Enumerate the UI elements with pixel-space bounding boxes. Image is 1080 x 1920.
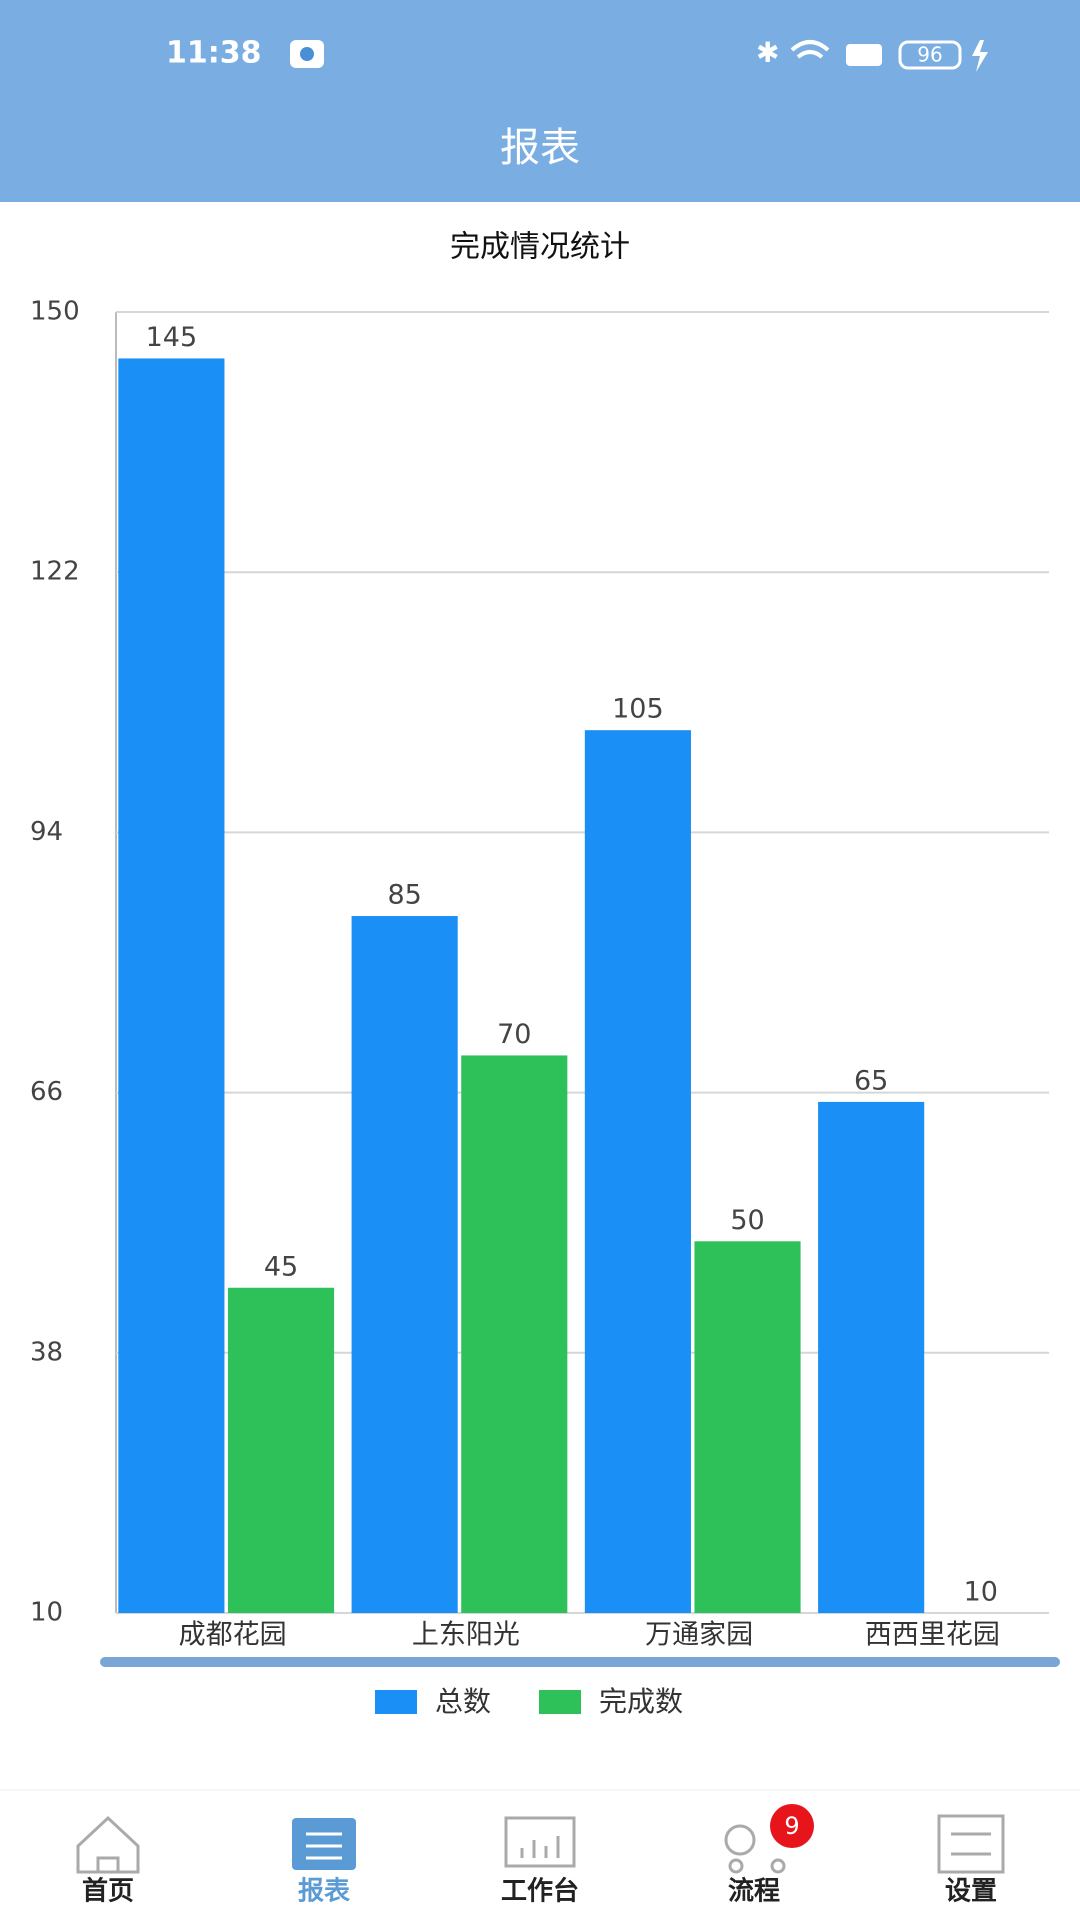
home-icon[interactable] xyxy=(76,1815,140,1874)
y-tick-label: 150 xyxy=(30,297,80,327)
bluetooth-icon: ✱ xyxy=(756,36,779,69)
tab-label[interactable]: 报表 xyxy=(298,1876,351,1907)
settings-icon-lines xyxy=(951,1832,991,1856)
x-tick-label: 万通家园 xyxy=(645,1620,753,1651)
y-tick-label: 38 xyxy=(30,1337,63,1367)
data-label: 105 xyxy=(612,694,664,725)
bar xyxy=(694,1241,801,1613)
data-label: 45 xyxy=(264,1251,298,1282)
bar xyxy=(118,358,225,1613)
x-tick-label: 上东阳光 xyxy=(412,1620,520,1651)
badge-count: 9 xyxy=(784,1812,799,1840)
y-tick-label: 10 xyxy=(30,1598,63,1628)
battery-icon xyxy=(898,40,962,70)
tab-label[interactable]: 首页 xyxy=(82,1876,134,1907)
x-tick-label: 成都花园 xyxy=(179,1620,287,1651)
flow-icon-node xyxy=(728,1858,744,1874)
data-label: 10 xyxy=(964,1577,998,1608)
legend-swatch xyxy=(375,1690,417,1714)
tab-label[interactable]: 流程 xyxy=(728,1877,780,1907)
status-icon xyxy=(300,47,314,61)
battery-level: 96 xyxy=(917,43,942,67)
legend-label: 总数 xyxy=(435,1685,491,1718)
data-label: 50 xyxy=(730,1205,764,1236)
flow-icon[interactable] xyxy=(724,1824,756,1856)
workbench-icon-bars xyxy=(520,1836,560,1858)
bar xyxy=(461,1055,568,1613)
sim-icon xyxy=(846,44,882,66)
status-time: 11:38 xyxy=(166,36,262,71)
x-tick-label: 西西里花园 xyxy=(865,1620,1000,1651)
workbench-icon[interactable] xyxy=(504,1816,576,1868)
tab-label[interactable]: 工作台 xyxy=(501,1876,579,1907)
data-label: 145 xyxy=(146,322,198,353)
charging-icon xyxy=(972,40,988,72)
legend-label: 完成数 xyxy=(599,1685,683,1718)
header-title: 报表 xyxy=(500,125,580,171)
flow-icon-node xyxy=(770,1858,786,1874)
tab-label[interactable]: 设置 xyxy=(945,1877,997,1907)
bar xyxy=(227,1287,335,1613)
data-label: 85 xyxy=(387,880,421,911)
y-tick-label: 94 xyxy=(30,817,63,847)
bar xyxy=(351,916,458,1613)
y-tick-label: 66 xyxy=(30,1077,63,1107)
settings-icon[interactable] xyxy=(937,1814,1005,1874)
wifi-icon xyxy=(790,40,830,59)
y-tick-label: 122 xyxy=(30,557,80,587)
chart-title: 完成情况统计 xyxy=(450,230,630,265)
data-label: 70 xyxy=(497,1019,531,1050)
tab-icons xyxy=(76,1814,1005,1874)
header-bar xyxy=(0,0,1080,202)
report-icon-lines xyxy=(306,1832,342,1860)
legend-swatch xyxy=(539,1690,581,1714)
report-icon[interactable] xyxy=(292,1818,356,1870)
badge xyxy=(770,1804,814,1848)
bar xyxy=(818,1101,925,1613)
bar xyxy=(584,730,691,1613)
data-label: 65 xyxy=(854,1065,888,1096)
